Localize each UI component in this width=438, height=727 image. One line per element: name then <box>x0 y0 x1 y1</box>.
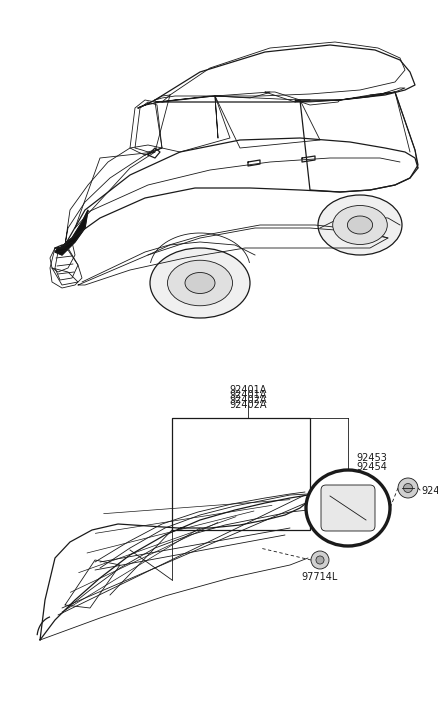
Text: 97714L: 97714L <box>301 572 337 582</box>
Circle shape <box>397 478 417 498</box>
Ellipse shape <box>167 260 232 306</box>
Ellipse shape <box>150 248 249 318</box>
Circle shape <box>310 551 328 569</box>
Ellipse shape <box>317 195 401 255</box>
Text: 92401A: 92401A <box>229 390 266 400</box>
Text: 92486: 92486 <box>420 486 438 496</box>
Text: 92453: 92453 <box>355 453 386 463</box>
Ellipse shape <box>184 273 215 294</box>
FancyBboxPatch shape <box>320 485 374 531</box>
Polygon shape <box>55 210 88 255</box>
Circle shape <box>403 483 412 492</box>
Text: 92402A: 92402A <box>229 400 266 410</box>
Bar <box>172 418 309 530</box>
Ellipse shape <box>332 206 386 244</box>
Ellipse shape <box>305 470 389 546</box>
Text: 92454: 92454 <box>355 462 386 472</box>
Ellipse shape <box>346 216 372 234</box>
Text: 92402A: 92402A <box>229 395 266 405</box>
Text: 92401A: 92401A <box>229 385 266 395</box>
Circle shape <box>315 556 323 564</box>
